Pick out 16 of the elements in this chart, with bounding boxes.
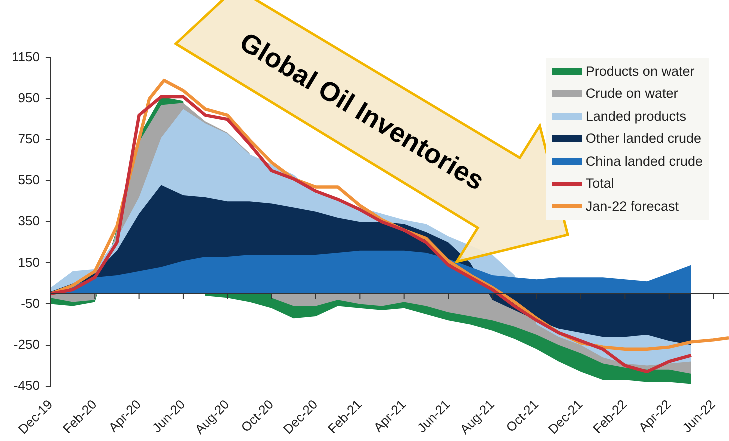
y-tick-label: 750: [18, 132, 40, 147]
legend-label: Other landed crude: [586, 131, 702, 146]
legend-label: Products on water: [586, 64, 695, 79]
y-tick-label: 550: [18, 172, 40, 188]
y-tick-label: -50: [21, 296, 40, 311]
legend-label: China landed crude: [586, 154, 703, 169]
y-tick-label: 350: [18, 214, 40, 229]
legend-label: Jan-22 forecast: [586, 198, 679, 214]
y-tick-label: 950: [18, 90, 40, 106]
y-tick-label: 150: [18, 254, 40, 270]
y-tick-label: 1150: [12, 50, 40, 65]
y-tick-label: -450: [14, 378, 40, 393]
legend-label: Crude on water: [586, 86, 678, 102]
legend-label: Total: [586, 176, 614, 192]
legend-label: Landed products: [586, 108, 686, 124]
y-tick-label: -250: [14, 336, 40, 352]
